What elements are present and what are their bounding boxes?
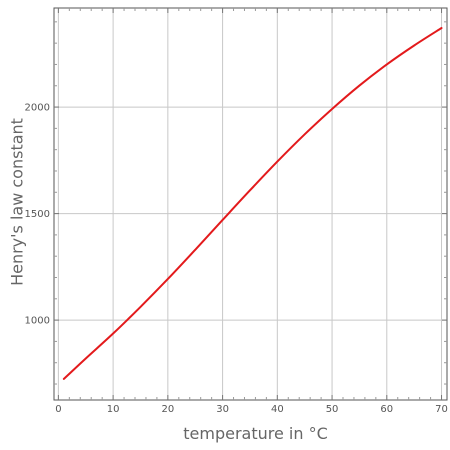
y-tick-label: 2000	[25, 103, 50, 114]
grid-lines	[54, 8, 447, 400]
x-tick-label: 20	[161, 404, 174, 415]
y-axis-label: Henry's law constant	[8, 118, 27, 286]
x-axis-label: temperature in °C	[183, 424, 328, 443]
series-line	[62, 27, 443, 380]
plot-frame	[53, 7, 448, 401]
x-tick-label: 10	[107, 404, 120, 415]
axis-ticks	[54, 8, 447, 400]
x-tick-label: 60	[380, 404, 393, 415]
x-tick-labels: 0 10 20 30 40 50 60 70	[55, 404, 448, 415]
y-tick-label: 1500	[25, 209, 50, 220]
x-tick-label: 30	[216, 404, 229, 415]
x-tick-label: 50	[326, 404, 339, 415]
y-tick-label: 1000	[25, 316, 50, 327]
y-tick-labels: 1000 1500 2000	[25, 103, 50, 327]
x-tick-label: 40	[271, 404, 284, 415]
x-tick-label: 0	[55, 404, 61, 415]
x-tick-label: 70	[435, 404, 448, 415]
